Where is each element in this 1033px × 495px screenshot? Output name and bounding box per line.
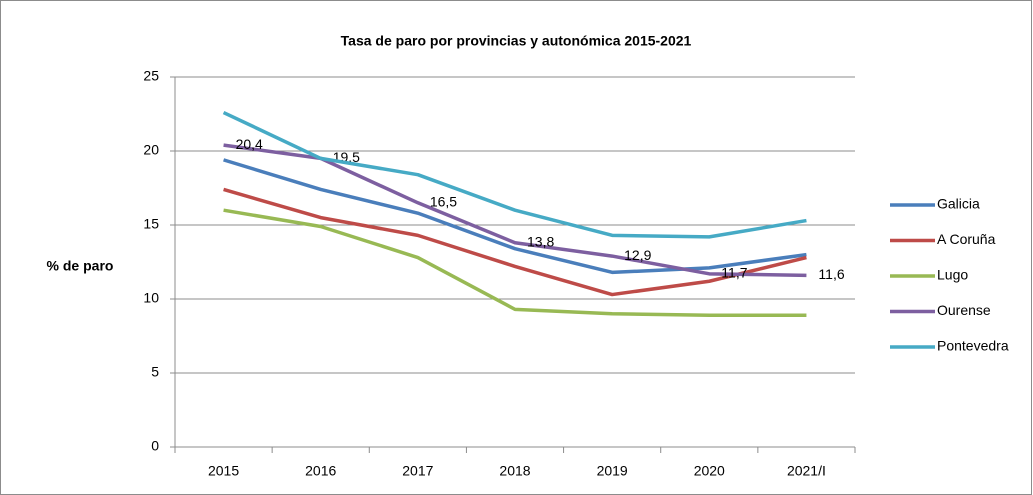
x-tick-label: 2018 [499, 463, 530, 479]
y-tick-label: 25 [143, 68, 159, 84]
y-tick-label: 10 [143, 290, 159, 306]
x-tick-label: 2019 [597, 463, 628, 479]
data-label: 16,5 [430, 194, 457, 210]
legend-label: Ourense [937, 302, 991, 318]
legend-label: Pontevedra [937, 338, 1009, 354]
x-tick-label: 2015 [208, 463, 239, 479]
x-tick-label: 2020 [694, 463, 725, 479]
y-tick-label: 5 [151, 364, 159, 380]
series-line [222, 110, 807, 239]
x-tick-label: 2016 [305, 463, 336, 479]
data-label: 12,9 [624, 247, 651, 263]
legend-label: Galicia [937, 196, 980, 212]
chart-title: Tasa de paro por provincias y autonómica… [341, 33, 692, 49]
y-tick-label: 15 [143, 216, 159, 232]
x-tick-label: 2021/I [787, 463, 826, 479]
series-line [223, 187, 807, 297]
legend-label: Lugo [937, 267, 968, 283]
data-label: 20,4 [236, 136, 263, 152]
data-label: 11,7 [721, 265, 747, 281]
y-tick-label: 0 [151, 438, 159, 454]
data-label: 11,6 [818, 266, 844, 282]
y-tick-label: 20 [143, 142, 159, 158]
legend-label: A Coruña [937, 231, 996, 247]
series-line [223, 208, 807, 318]
x-tick-label: 2017 [402, 463, 433, 479]
y-axis-label: % de paro [47, 258, 114, 274]
series-line [223, 158, 807, 275]
data-label: 13,8 [527, 233, 554, 249]
